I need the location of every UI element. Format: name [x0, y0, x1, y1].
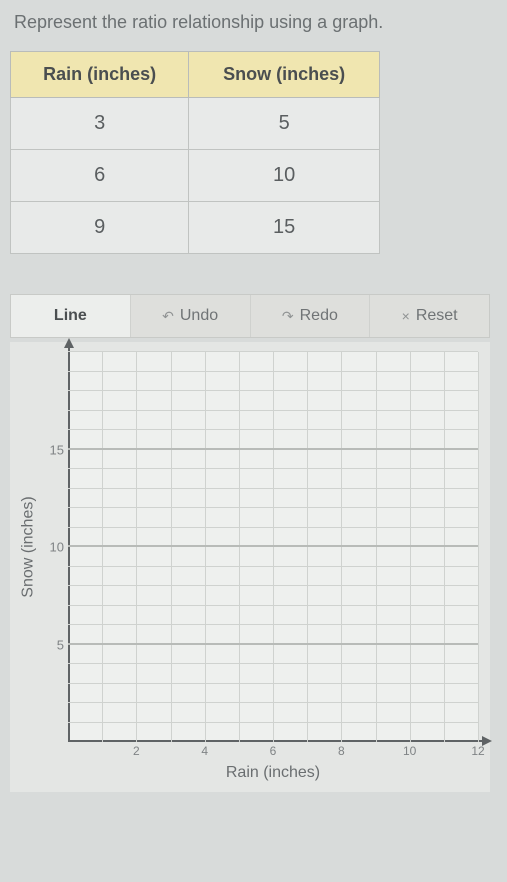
cell: 6	[11, 150, 189, 202]
y-axis-label: Snow (inches)	[20, 496, 38, 597]
plot-area[interactable]	[68, 352, 478, 742]
y-tick-label: 15	[50, 442, 64, 457]
reset-icon: ×	[402, 308, 410, 324]
question-prompt: Represent the ratio relationship using a…	[10, 12, 497, 33]
redo-icon: ↷	[282, 308, 294, 325]
graph-canvas[interactable]: Snow (inches) 5 10 15 2 4 6 8 10 12 Rain (inche…	[10, 342, 490, 792]
col-header-rain: Rain (inches)	[11, 52, 189, 98]
undo-icon: ↶	[162, 308, 174, 325]
x-tick-label: 8	[338, 744, 345, 758]
undo-label: Undo	[180, 307, 218, 325]
data-table: Rain (inches) Snow (inches) 3 5 6 10 9 1…	[10, 51, 380, 254]
x-tick-label: 10	[403, 744, 416, 758]
x-tick-label: 12	[471, 744, 484, 758]
graph-toolbar: Line ↶ Undo ↷ Redo × Reset	[10, 294, 490, 338]
redo-button[interactable]: ↷ Redo	[251, 295, 371, 337]
reset-button[interactable]: × Reset	[370, 295, 489, 337]
x-axis-label: Rain (inches)	[226, 764, 320, 782]
cell: 15	[189, 202, 380, 254]
table-row: 9 15	[11, 202, 380, 254]
x-tick-label: 4	[201, 744, 208, 758]
reset-label: Reset	[416, 307, 458, 325]
cell: 9	[11, 202, 189, 254]
redo-label: Redo	[300, 307, 338, 325]
y-tick-label: 5	[57, 637, 64, 652]
col-header-snow: Snow (inches)	[189, 52, 380, 98]
x-axis-ticks: 24681012	[68, 742, 478, 762]
cell: 5	[189, 98, 380, 150]
table-row: 3 5	[11, 98, 380, 150]
line-tool-button[interactable]: Line	[11, 295, 131, 337]
y-axis-ticks: 5 10 15	[40, 352, 68, 742]
y-axis-arrow-icon	[64, 338, 74, 348]
y-tick-label: 10	[50, 540, 64, 555]
table-row: 6 10	[11, 150, 380, 202]
cell: 10	[189, 150, 380, 202]
undo-button[interactable]: ↶ Undo	[131, 295, 251, 337]
x-tick-label: 6	[270, 744, 277, 758]
cell: 3	[11, 98, 189, 150]
x-tick-label: 2	[133, 744, 140, 758]
line-tool-label: Line	[54, 307, 87, 325]
